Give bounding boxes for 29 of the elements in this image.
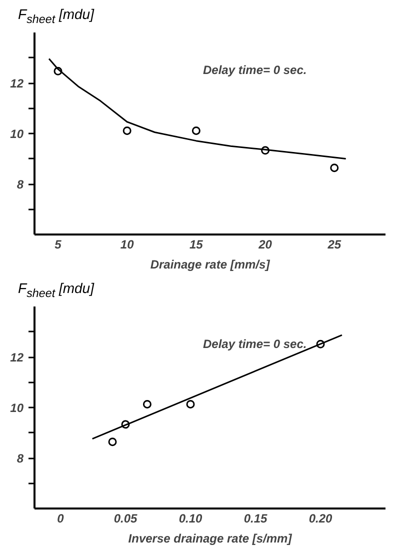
x-tick-label: 0.10 xyxy=(178,512,203,526)
y-tick-label: 10 xyxy=(10,127,24,141)
x-tick-label: 10 xyxy=(120,238,134,252)
point xyxy=(122,126,132,135)
y-tick-label: 10 xyxy=(10,401,24,415)
y-tick-label: 12 xyxy=(10,350,24,364)
point xyxy=(192,126,200,135)
x-tick-label: 0.20 xyxy=(308,512,333,526)
y-tick-label: 12 xyxy=(10,76,24,90)
y-axis-title: F$_{sheet}$ [mdu] xyxy=(18,279,94,302)
x-tick-label: 25 xyxy=(326,238,342,252)
x-tick-label: 5 xyxy=(54,238,62,252)
line-series xyxy=(48,58,347,160)
x-tick-label: 20 xyxy=(258,238,272,252)
x-tick-label: 0.15 xyxy=(244,512,268,526)
x-tick-label: 0.05 xyxy=(114,512,138,526)
point xyxy=(108,438,117,446)
x-axis-title: Inverse drainage rate [s/mm] xyxy=(128,532,293,546)
annotation: Delay time= 0 sec. xyxy=(202,62,307,77)
point xyxy=(142,400,152,408)
y-tick-label: 8 xyxy=(16,452,24,466)
y-axis-title: F$_{sheet}$ [mdu] xyxy=(18,5,94,28)
point xyxy=(330,164,339,172)
x-axis-title: Drainage rate [mm/s] xyxy=(150,258,271,272)
x-tick-label: 0 xyxy=(57,512,64,526)
x-tick-label: 15 xyxy=(190,238,204,252)
y-tick-label: 8 xyxy=(16,178,24,192)
annotation: Delay time= 0 sec. xyxy=(202,336,307,351)
point xyxy=(186,400,195,408)
